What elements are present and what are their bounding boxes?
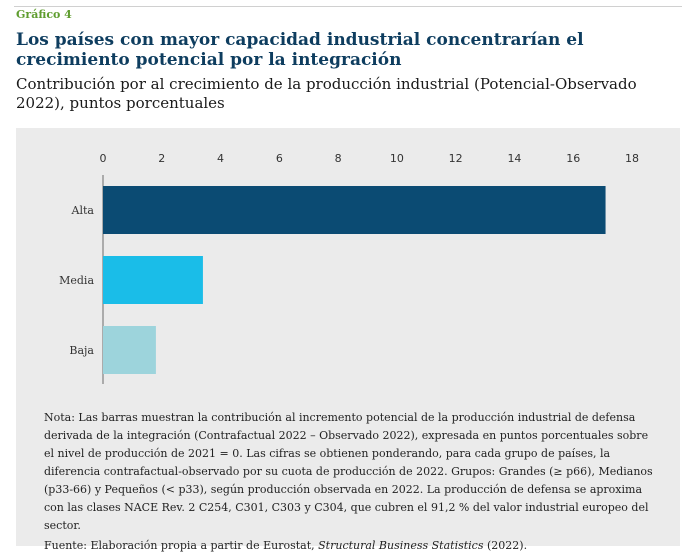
- x-tick-label: 8: [335, 152, 342, 165]
- top-rule: [14, 6, 682, 7]
- source-suffix: (2022).: [483, 539, 528, 552]
- x-tick-label: 4: [217, 152, 224, 165]
- chart-title: Los países con mayor capacidad industria…: [16, 30, 584, 70]
- bar-media: [103, 256, 203, 304]
- x-tick-label: 10: [390, 152, 404, 165]
- bar-alta: [103, 186, 606, 234]
- x-tick-label: 14: [507, 152, 521, 165]
- x-tick-label: 12: [449, 152, 463, 165]
- category-label: Alta: [71, 204, 95, 217]
- figure-label: Gráfico 4: [16, 8, 72, 21]
- chart-note: Nota: Las barras muestran la contribució…: [44, 411, 653, 532]
- x-tick-label: 2: [158, 152, 165, 165]
- source-title: Structural Business Statistics: [318, 539, 484, 552]
- notes-block: Nota: Las barras muestran la contribució…: [44, 409, 656, 555]
- x-tick-label: 18: [625, 152, 639, 165]
- chart-panel: 0 2 4 6 8 10 12 14 16 18 Alta Media Baja Nota: Las b…: [16, 128, 680, 552]
- category-label: Media: [59, 274, 94, 287]
- source-prefix: Fuente: Elaboración propia a partir de E…: [44, 539, 319, 552]
- bar-chart: 0 2 4 6 8 10 12 14 16 18 Alta Media Baja: [59, 152, 639, 384]
- chart-subtitle: Contribución por al crecimiento de la pr…: [16, 75, 637, 112]
- category-label: Baja: [69, 344, 94, 357]
- bar-baja: [103, 326, 156, 374]
- chart-source: Fuente: Elaboración propia a partir de E…: [44, 537, 656, 555]
- x-tick-label: 6: [276, 152, 283, 165]
- x-tick-label: 16: [566, 152, 580, 165]
- x-tick-label: 0: [100, 152, 107, 165]
